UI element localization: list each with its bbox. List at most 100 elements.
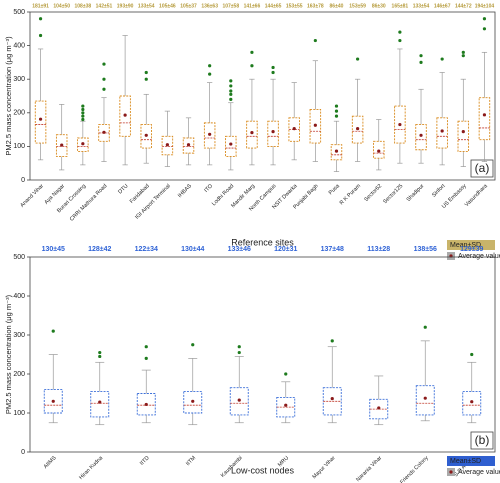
y-tick-label: 500 (13, 9, 25, 16)
box (246, 120, 258, 149)
outlier (419, 54, 423, 58)
x-tick-label: Shadipur (406, 183, 426, 203)
outlier (144, 77, 148, 81)
box (373, 140, 385, 159)
x-tick-label: IHBAS (177, 183, 193, 199)
outlier (334, 109, 339, 113)
mean-sd-label: 130±45 (42, 246, 65, 253)
outlier (356, 57, 360, 61)
mean-marker (271, 130, 275, 134)
mean-marker (419, 133, 423, 137)
outlier (334, 114, 339, 118)
outlier (229, 92, 233, 96)
outlier (482, 27, 487, 31)
legend-swatch (447, 456, 495, 466)
box (478, 97, 491, 141)
outlier (102, 77, 106, 81)
x-tick-label: AIIMS (43, 455, 58, 470)
outlier (284, 372, 288, 376)
outlier (461, 54, 465, 58)
mean-sd-label: 144±65 (265, 3, 282, 9)
plot-frame (29, 256, 496, 453)
x-tick-label: New Friends Colony (390, 455, 429, 483)
mean-marker (165, 143, 169, 147)
x-tick-label: Mayur Vihar (312, 455, 337, 480)
mean-marker (482, 113, 487, 117)
mean-sd-label: 193±90 (117, 3, 134, 9)
outlier (237, 350, 241, 355)
panel-label: (b) (475, 433, 490, 447)
x-tick-label: Anand Vihar (19, 183, 45, 209)
mean-sd-label: 122±34 (135, 246, 158, 253)
x-tick-label: IITM (185, 455, 197, 467)
mean-sd-label: 129±39 (460, 246, 483, 253)
outlier (81, 104, 85, 108)
outlier (334, 104, 339, 108)
box (309, 108, 322, 144)
x-axis-label: Low-cost nodes (231, 465, 295, 475)
mean-sd-label: 86±40 (330, 3, 344, 9)
outlier (423, 325, 427, 329)
outlier (419, 60, 423, 64)
mean-marker (356, 126, 360, 131)
legend-marker (449, 470, 453, 474)
outlier (81, 107, 85, 112)
y-tick-label: 200 (13, 110, 25, 117)
y-tick-label: 0 (21, 449, 25, 456)
y-axis-label: PM2.5 mass concentration (μg m⁻³) (4, 36, 13, 156)
outlier (98, 354, 102, 359)
outlier (271, 65, 275, 70)
mean-sd-label: 128±42 (88, 246, 111, 253)
y-tick-label: 300 (13, 332, 25, 339)
outlier (398, 38, 402, 43)
box (183, 391, 203, 414)
outlier (144, 356, 148, 360)
mean-marker (102, 130, 106, 134)
outlier (102, 87, 106, 91)
mean-marker (470, 400, 474, 404)
x-tick-label: Vasundhara (464, 183, 490, 209)
mean-marker (292, 126, 296, 131)
box (140, 124, 152, 149)
outlier (144, 345, 148, 349)
mean-marker (60, 143, 64, 147)
mean-marker (461, 130, 465, 134)
mean-sd-label: 138±56 (414, 246, 437, 253)
mean-sd-label: 130±44 (181, 246, 204, 253)
y-tick-label: 300 (13, 76, 25, 83)
mean-marker (186, 143, 191, 147)
box (77, 137, 89, 152)
box (267, 120, 279, 147)
outlier (229, 84, 233, 88)
outlier (398, 30, 402, 34)
y-tick-label: 400 (13, 293, 25, 300)
y-tick-label: 100 (13, 143, 25, 150)
mean-sd-label: 120±31 (274, 246, 297, 253)
outlier (191, 343, 195, 347)
mean-marker (377, 406, 381, 410)
box (34, 100, 47, 144)
box (43, 389, 63, 414)
mean-sd-label: 113±28 (367, 246, 390, 253)
box (415, 124, 427, 151)
mean-marker (440, 129, 444, 133)
mean-marker (208, 132, 212, 136)
x-tick-label: Narania Vihar (355, 455, 383, 483)
x-tick-label: DTU (117, 183, 129, 195)
mean-sd-label: 133±46 (228, 246, 251, 253)
mean-sd-label: 144±72 (455, 3, 472, 9)
x-tick-label: Sector62 (363, 183, 383, 203)
box (288, 117, 300, 142)
box (90, 391, 110, 418)
outlier (313, 38, 317, 43)
outlier (237, 345, 241, 349)
y-tick-label: 0 (21, 177, 25, 184)
mean-sd-label: 181±91 (32, 3, 49, 9)
x-tick-label: R K Puram (339, 183, 363, 207)
mean-sd-label: 137±48 (321, 246, 344, 253)
mean-sd-label: 165±81 (392, 3, 409, 9)
box (351, 115, 364, 144)
mean-sd-label: 194±104 (475, 3, 495, 9)
outlier (51, 329, 55, 333)
